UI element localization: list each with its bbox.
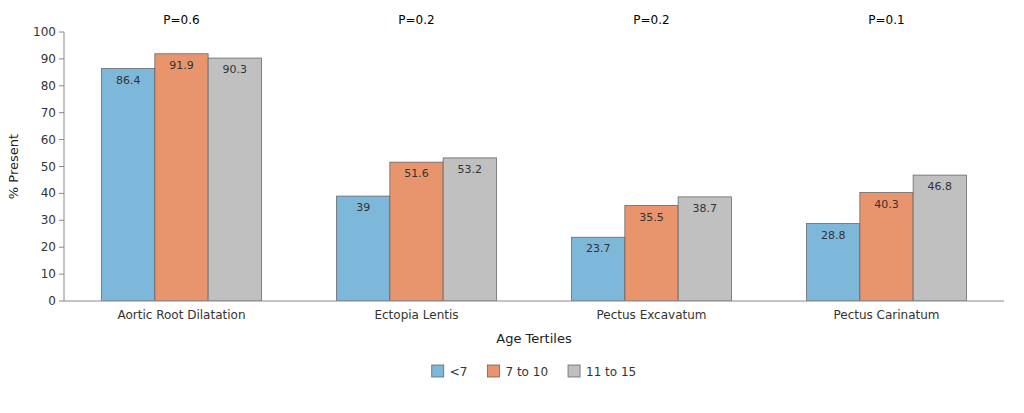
bar xyxy=(678,197,731,301)
y-axis-line xyxy=(64,32,65,301)
y-tick xyxy=(59,247,64,248)
bars xyxy=(102,54,967,301)
y-tick-label: 70 xyxy=(41,106,56,120)
legend-item: 11 to 15 xyxy=(568,365,636,379)
bar xyxy=(337,196,390,301)
annotations: P=0.6 P=0.2 P=0.2 P=0.1 xyxy=(163,13,904,27)
bar xyxy=(155,54,208,301)
y-axis-title: % Present xyxy=(6,134,21,199)
data-label: 51.6 xyxy=(404,167,429,180)
data-labels: 86.4 39 23.7 28.8 91.9 51.6 35.5 40.3 90.3 53.2 38… xyxy=(116,59,952,255)
y-tick xyxy=(59,32,64,33)
data-label: 91.9 xyxy=(169,59,194,72)
legend-item: 7 to 10 xyxy=(487,365,548,379)
x-tick-label: Pectus Excavatum xyxy=(596,308,706,322)
y-tick xyxy=(59,274,64,275)
y-tick xyxy=(59,139,64,140)
data-label: 86.4 xyxy=(116,74,141,87)
y-tick-label: 0 xyxy=(48,294,56,308)
y-tick-label: 30 xyxy=(41,213,56,227)
bar xyxy=(102,69,155,301)
y-axis: 0 10 20 30 40 50 60 70 80 90 100 xyxy=(33,25,64,308)
y-tick xyxy=(59,220,64,221)
legend-swatch xyxy=(432,365,444,377)
y-tick-label: 80 xyxy=(41,79,56,93)
y-tick-label: 20 xyxy=(41,240,56,254)
legend-label: 11 to 15 xyxy=(586,365,636,379)
p-value: P=0.2 xyxy=(633,13,669,27)
x-axis-title: Age Tertiles xyxy=(496,331,572,346)
p-value: P=0.6 xyxy=(163,13,199,27)
data-label: 38.7 xyxy=(693,202,718,215)
legend-label: <7 xyxy=(450,365,468,379)
bar xyxy=(625,206,678,301)
x-tick-label: Ectopia Lentis xyxy=(374,308,458,322)
y-tick-label: 40 xyxy=(41,186,56,200)
y-tick xyxy=(59,301,64,302)
legend-swatch xyxy=(487,365,499,377)
y-tick-label: 10 xyxy=(41,267,56,281)
y-tick-label: 50 xyxy=(41,160,56,174)
data-label: 53.2 xyxy=(458,163,483,176)
y-tick-label: 90 xyxy=(41,52,56,66)
legend-label: 7 to 10 xyxy=(505,365,548,379)
x-tick-label: Aortic Root Dilatation xyxy=(117,308,245,322)
bar xyxy=(208,58,261,301)
legend: <7 7 to 10 11 to 15 xyxy=(432,365,637,379)
y-tick-label: 100 xyxy=(33,25,56,39)
x-axis: Aortic Root Dilatation Ectopia Lentis Pect… xyxy=(117,308,939,322)
y-tick xyxy=(59,193,64,194)
legend-swatch xyxy=(568,365,580,377)
data-label: 40.3 xyxy=(874,198,899,211)
data-label: 90.3 xyxy=(223,63,248,76)
y-tick-label: 60 xyxy=(41,133,56,147)
bar xyxy=(572,237,625,301)
y-tick xyxy=(59,166,64,167)
p-value: P=0.2 xyxy=(398,13,434,27)
chart: 0 10 20 30 40 50 60 70 80 90 100 86.4 39 23.7 28.8 91.9… xyxy=(0,0,1024,413)
bar xyxy=(860,193,913,301)
data-label: 35.5 xyxy=(639,211,664,224)
y-tick xyxy=(59,58,64,59)
data-label: 28.8 xyxy=(821,229,846,242)
legend-item: <7 xyxy=(432,365,468,379)
bar xyxy=(443,158,496,301)
y-tick xyxy=(59,85,64,86)
y-tick xyxy=(59,112,64,113)
data-label: 39 xyxy=(356,201,370,214)
data-label: 23.7 xyxy=(586,242,611,255)
x-tick-label: Pectus Carinatum xyxy=(833,308,939,322)
bar xyxy=(390,162,443,301)
data-label: 46.8 xyxy=(928,180,953,193)
bar xyxy=(807,224,860,301)
p-value: P=0.1 xyxy=(868,13,904,27)
bar xyxy=(913,175,966,301)
x-axis-line xyxy=(64,301,1004,302)
